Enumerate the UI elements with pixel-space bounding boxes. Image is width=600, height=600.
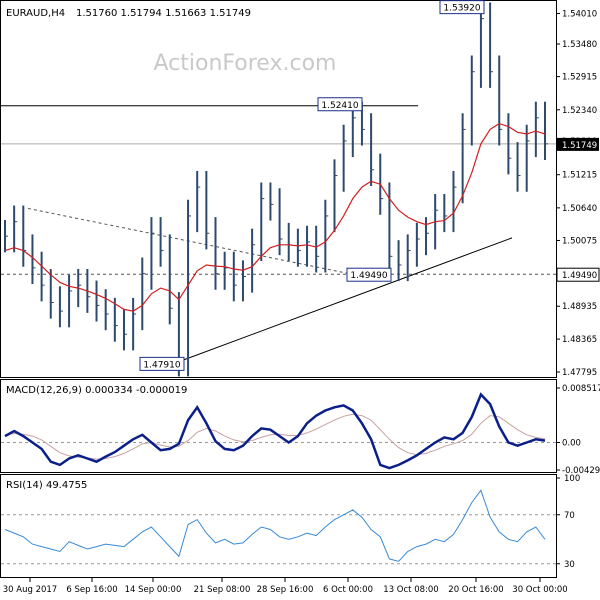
ohlc-readout: 1.51760 1.51794 1.51663 1.51749 [76, 8, 251, 19]
symbol-label: EURAUD,H4 [6, 8, 65, 19]
time-tick-label: 6 Oct 00:00 [323, 585, 373, 595]
macd-panel: 0.008517 0.00 -0.004296 [1, 384, 600, 476]
macd-tick-label: 0.00 [562, 439, 581, 449]
price-tick-label: 1.48365 [562, 335, 597, 345]
price-tick-label: 1.52340 [562, 106, 597, 116]
price-annotation-box [439, 0, 485, 15]
price-annotation-label: 1.52410 [321, 101, 358, 111]
rsi-title: RSI(14) 49.4755 [6, 480, 87, 491]
panel-frames [0, 0, 557, 578]
time-axis: 30 Aug 2017 6 Sep 16:00 14 Sep 00:00 21 Sep… [3, 578, 568, 595]
price-tick-label: 1.53480 [562, 40, 597, 50]
price-tick-label: 1.54010 [562, 9, 597, 19]
watermark: ActionForex.com [154, 51, 337, 76]
time-tick-label: 6 Sep 16:00 [66, 585, 117, 595]
falling-dashed-trendline [27, 207, 353, 275]
current-price-marker [557, 137, 599, 151]
macd-tick-label: 0.008517 [562, 384, 600, 394]
rsi-line [4, 489, 546, 562]
macd-signal-line [4, 413, 546, 460]
time-tick-label: 30 Oct 00:00 [512, 585, 567, 595]
rsi-panel: 100 70 30 [1, 474, 580, 570]
price-annotation-box [139, 356, 185, 371]
time-tick-label: 30 Aug 2017 [3, 585, 57, 595]
time-tick-label: 28 Sep 16:00 [257, 585, 314, 595]
price-annotations: 1.53920 1.52410 1.49490 1.47910 [139, 0, 485, 371]
support-price-marker [556, 267, 600, 282]
macd-tick-label: -0.004296 [562, 466, 600, 476]
current-price-label: 1.51749 [562, 141, 597, 151]
price-annotation-box [317, 97, 363, 112]
rsi-panel-frame [0, 474, 557, 578]
time-tick-label: 21 Sep 08:00 [194, 585, 251, 595]
price-tick-label: 1.50075 [562, 236, 597, 246]
price-bars [4, 2, 548, 377]
time-tick-label: 14 Sep 00:00 [125, 585, 182, 595]
trendlines [27, 207, 513, 366]
macd-title: MACD(12,26,9) 0.000334 -0.000019 [6, 385, 187, 396]
support-price-label: 1.49490 [562, 271, 597, 281]
rsi-tick-label: 30 [564, 560, 575, 570]
price-tick-label: 1.47795 [562, 368, 597, 378]
price-tick-label: 1.50640 [562, 204, 597, 214]
macd-line [4, 392, 546, 470]
price-annotation-label: 1.47910 [143, 360, 180, 370]
moving-average-series [4, 122, 546, 312]
moving-average-line [4, 122, 546, 312]
time-tick-label: 20 Oct 16:00 [448, 585, 503, 595]
price-tick-label: 1.52915 [562, 73, 597, 83]
macd-panel-frame [0, 379, 557, 473]
price-tick-label: 1.48935 [562, 302, 597, 312]
price-panel-frame [0, 0, 557, 378]
price-annotation-box [346, 267, 392, 282]
time-tick-label: 13 Oct 08:00 [383, 585, 438, 595]
price-tick-label: 1.51215 [562, 171, 597, 181]
price-annotation-label: 1.49490 [350, 271, 387, 281]
price-axis: 1.540101.534801.529151.523401.518001.512… [556, 9, 600, 378]
rising-trendline [168, 237, 513, 366]
rsi-tick-label: 70 [564, 511, 575, 521]
rsi-tick-label: 100 [564, 474, 580, 484]
price-annotation-label: 1.53920 [443, 4, 480, 14]
